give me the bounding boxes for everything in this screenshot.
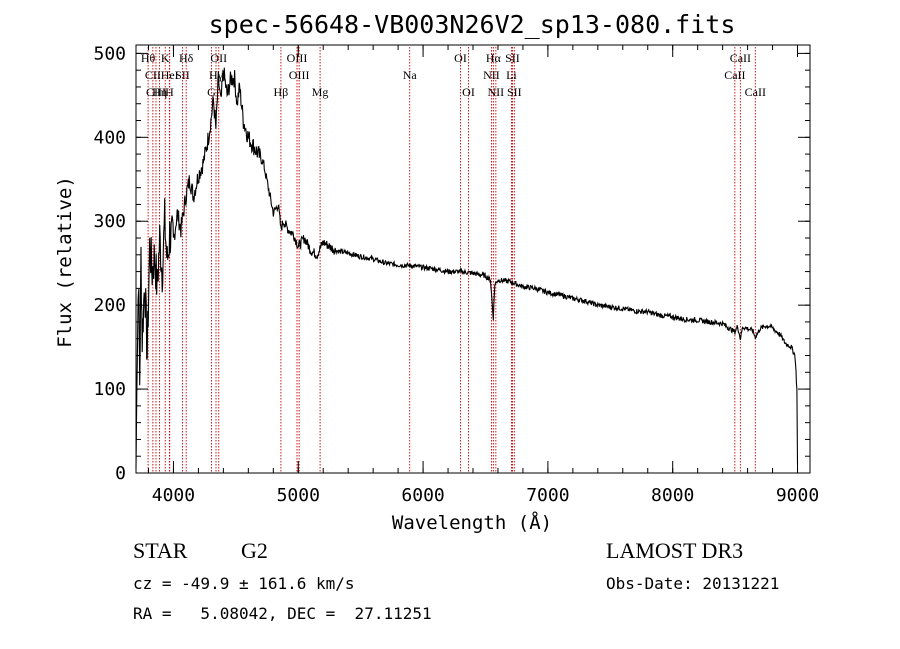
spectral-line-label: Hδ bbox=[179, 51, 194, 65]
spectral-line-markers bbox=[147, 47, 756, 473]
spectral-line-label: NII bbox=[488, 85, 505, 99]
spectral-line-label: CaII bbox=[745, 85, 766, 99]
spectral-line-label: Hα bbox=[486, 51, 502, 65]
y-tick-label: 0 bbox=[115, 463, 126, 484]
y-tick-label: 300 bbox=[93, 211, 126, 232]
x-tick-label: 6000 bbox=[401, 485, 444, 506]
spectral-line-label: Hγ bbox=[209, 68, 224, 82]
spectral-line-label: SII bbox=[175, 68, 190, 82]
spectral-line-label: Na bbox=[403, 68, 418, 82]
spectral-line-label: OI bbox=[462, 85, 475, 99]
y-tick-label: 100 bbox=[93, 379, 126, 400]
spectral-line-label: SII bbox=[507, 85, 522, 99]
spectral-line-label: Hβ bbox=[274, 85, 289, 99]
y-axis-label: Flux (relative) bbox=[54, 176, 76, 348]
spectral-line-label: G bbox=[207, 85, 216, 99]
spectrum-series-line bbox=[135, 67, 799, 469]
spectral-line-label: CaII bbox=[730, 51, 751, 65]
spectral-line-label: K bbox=[161, 51, 170, 65]
object-subclass: G2 bbox=[241, 538, 268, 563]
object-class: STAR bbox=[133, 538, 188, 563]
spectral-line-label: Mg bbox=[312, 85, 329, 99]
spectral-line-label: NII bbox=[483, 68, 500, 82]
spectral-line-label: SII bbox=[505, 51, 520, 65]
spectral-line-label: H bbox=[165, 85, 174, 99]
spectral-line-label: HeI bbox=[161, 68, 179, 82]
y-tick-label: 400 bbox=[93, 127, 126, 148]
x-tick-label: 7000 bbox=[526, 485, 569, 506]
survey-name: LAMOST DR3 bbox=[606, 538, 744, 563]
x-tick-label: 9000 bbox=[776, 485, 819, 506]
x-tick-label: 5000 bbox=[277, 485, 320, 506]
spectral-line-label: CIII bbox=[146, 85, 166, 99]
sky-coordinates: RA = 5.08042, DEC = 27.11251 bbox=[133, 604, 432, 623]
axis-ticks: 4000 5000 6000 7000 8000 9000 0 100 200 300 400 500 bbox=[93, 43, 819, 506]
plot-frame bbox=[135, 44, 811, 474]
spectral-line-label: OIII bbox=[289, 68, 310, 82]
spectral-line-label: CaII bbox=[724, 68, 745, 82]
y-tick-label: 500 bbox=[93, 43, 126, 64]
spectral-line-label: OII bbox=[210, 51, 227, 65]
x-tick-label: 4000 bbox=[152, 485, 195, 506]
y-tick-label: 200 bbox=[93, 295, 126, 316]
x-axis-label: Wavelength (Å) bbox=[392, 511, 552, 534]
spectral-line-label: OI bbox=[454, 51, 467, 65]
spectral-line-label: CII bbox=[145, 68, 161, 82]
spectral-line-label: Li bbox=[506, 68, 517, 82]
spectral-line-label: OIII bbox=[287, 51, 308, 65]
spectral-line-label: Hθ bbox=[141, 51, 156, 65]
spectral-line-label: Hη bbox=[152, 85, 167, 99]
x-tick-label: 8000 bbox=[651, 485, 694, 506]
redshift-velocity: cz = -49.9 ± 161.6 km/s bbox=[133, 574, 355, 593]
chart-title: spec-56648-VB003N26V2_sp13-080.fits bbox=[209, 10, 736, 39]
observation-date: Obs-Date: 20131221 bbox=[606, 574, 780, 593]
